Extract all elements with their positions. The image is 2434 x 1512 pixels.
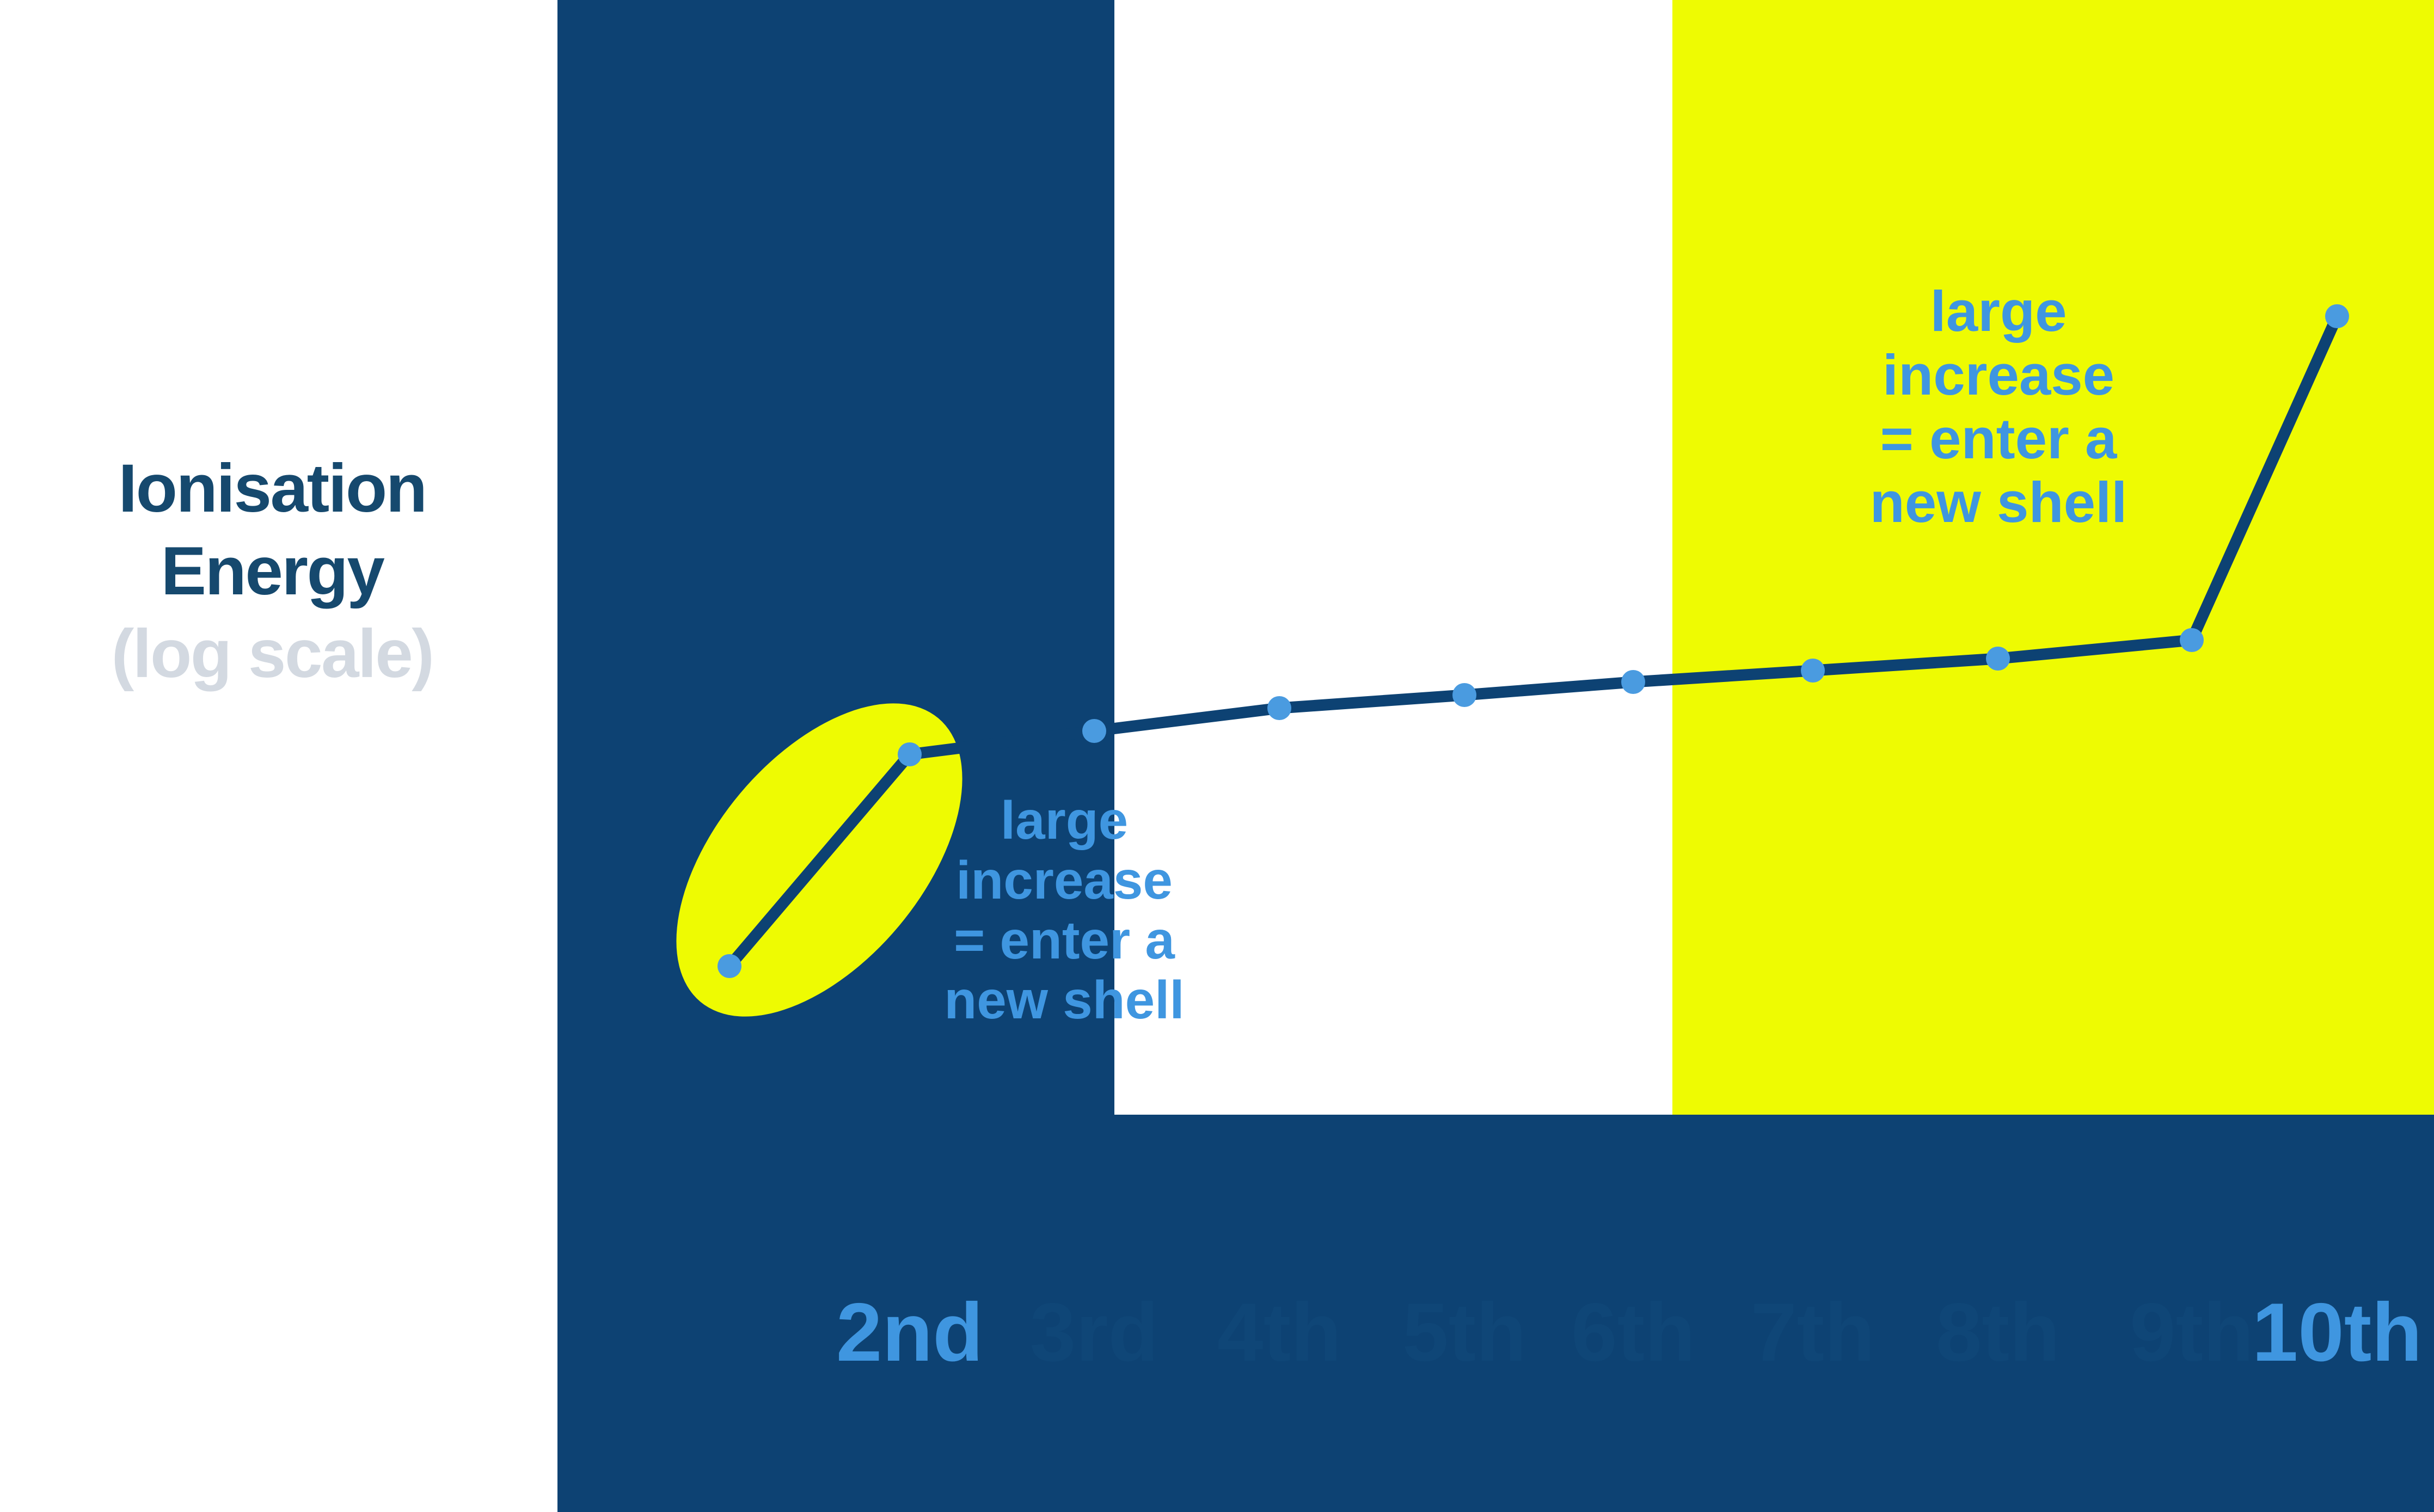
data-point-10th: [2325, 304, 2349, 328]
annotation-left-line-2: increase: [956, 850, 1173, 910]
x-label-ghost-9th: 9th: [2130, 1286, 2254, 1379]
y-axis-title: Ionisation Energy (log scale): [87, 447, 457, 696]
x-label-ghost-6th: 6th: [1571, 1286, 1695, 1379]
data-point-7th: [1801, 659, 1825, 683]
x-label-ghost-7th: 7th: [1751, 1286, 1875, 1379]
x-label-ghost-8th: 8th: [1936, 1286, 2060, 1379]
title-line-2: Energy: [161, 533, 385, 609]
data-point-1st: [718, 954, 741, 978]
annotation-right: large increase = enter a new shell: [1808, 280, 2189, 534]
data-point-9th: [2180, 628, 2204, 652]
annotation-right-line-1: large: [1930, 280, 2067, 343]
data-point-8th: [1986, 647, 2010, 671]
x-label-2nd: 2nd: [836, 1286, 984, 1379]
x-label-ghost-3rd: 3rd: [1029, 1286, 1159, 1379]
data-point-6th: [1621, 670, 1645, 694]
title-line-1: Ionisation: [118, 451, 427, 526]
ionisation-energy-line: [724, 310, 2343, 972]
x-label-ghost-4th: 4th: [1217, 1286, 1341, 1379]
data-point-5th: [1452, 683, 1476, 707]
title-line-log-scale: (log scale): [111, 616, 434, 692]
yellow-highlight-block: [1672, 0, 2434, 1115]
annotation-left-line-4: new shell: [944, 970, 1185, 1030]
annotation-right-line-4: new shell: [1869, 471, 2128, 534]
annotation-left: large increase = enter a new shell: [874, 790, 1255, 1030]
annotation-right-line-3: = enter a: [1880, 407, 2117, 471]
data-point-3rd: [1082, 719, 1106, 743]
navy-bottom-band: [557, 1115, 2434, 1512]
annotation-left-line-1: large: [1000, 790, 1129, 850]
data-point-2nd: [898, 742, 922, 766]
ionisation-energy-points: [718, 304, 2349, 978]
data-point-4th: [1267, 696, 1291, 720]
annotation-right-line-2: increase: [1882, 343, 2115, 407]
x-label-ghost-5th: 5th: [1402, 1286, 1526, 1379]
annotation-left-line-3: = enter a: [954, 910, 1175, 970]
x-label-10th: 10th: [2252, 1286, 2423, 1379]
